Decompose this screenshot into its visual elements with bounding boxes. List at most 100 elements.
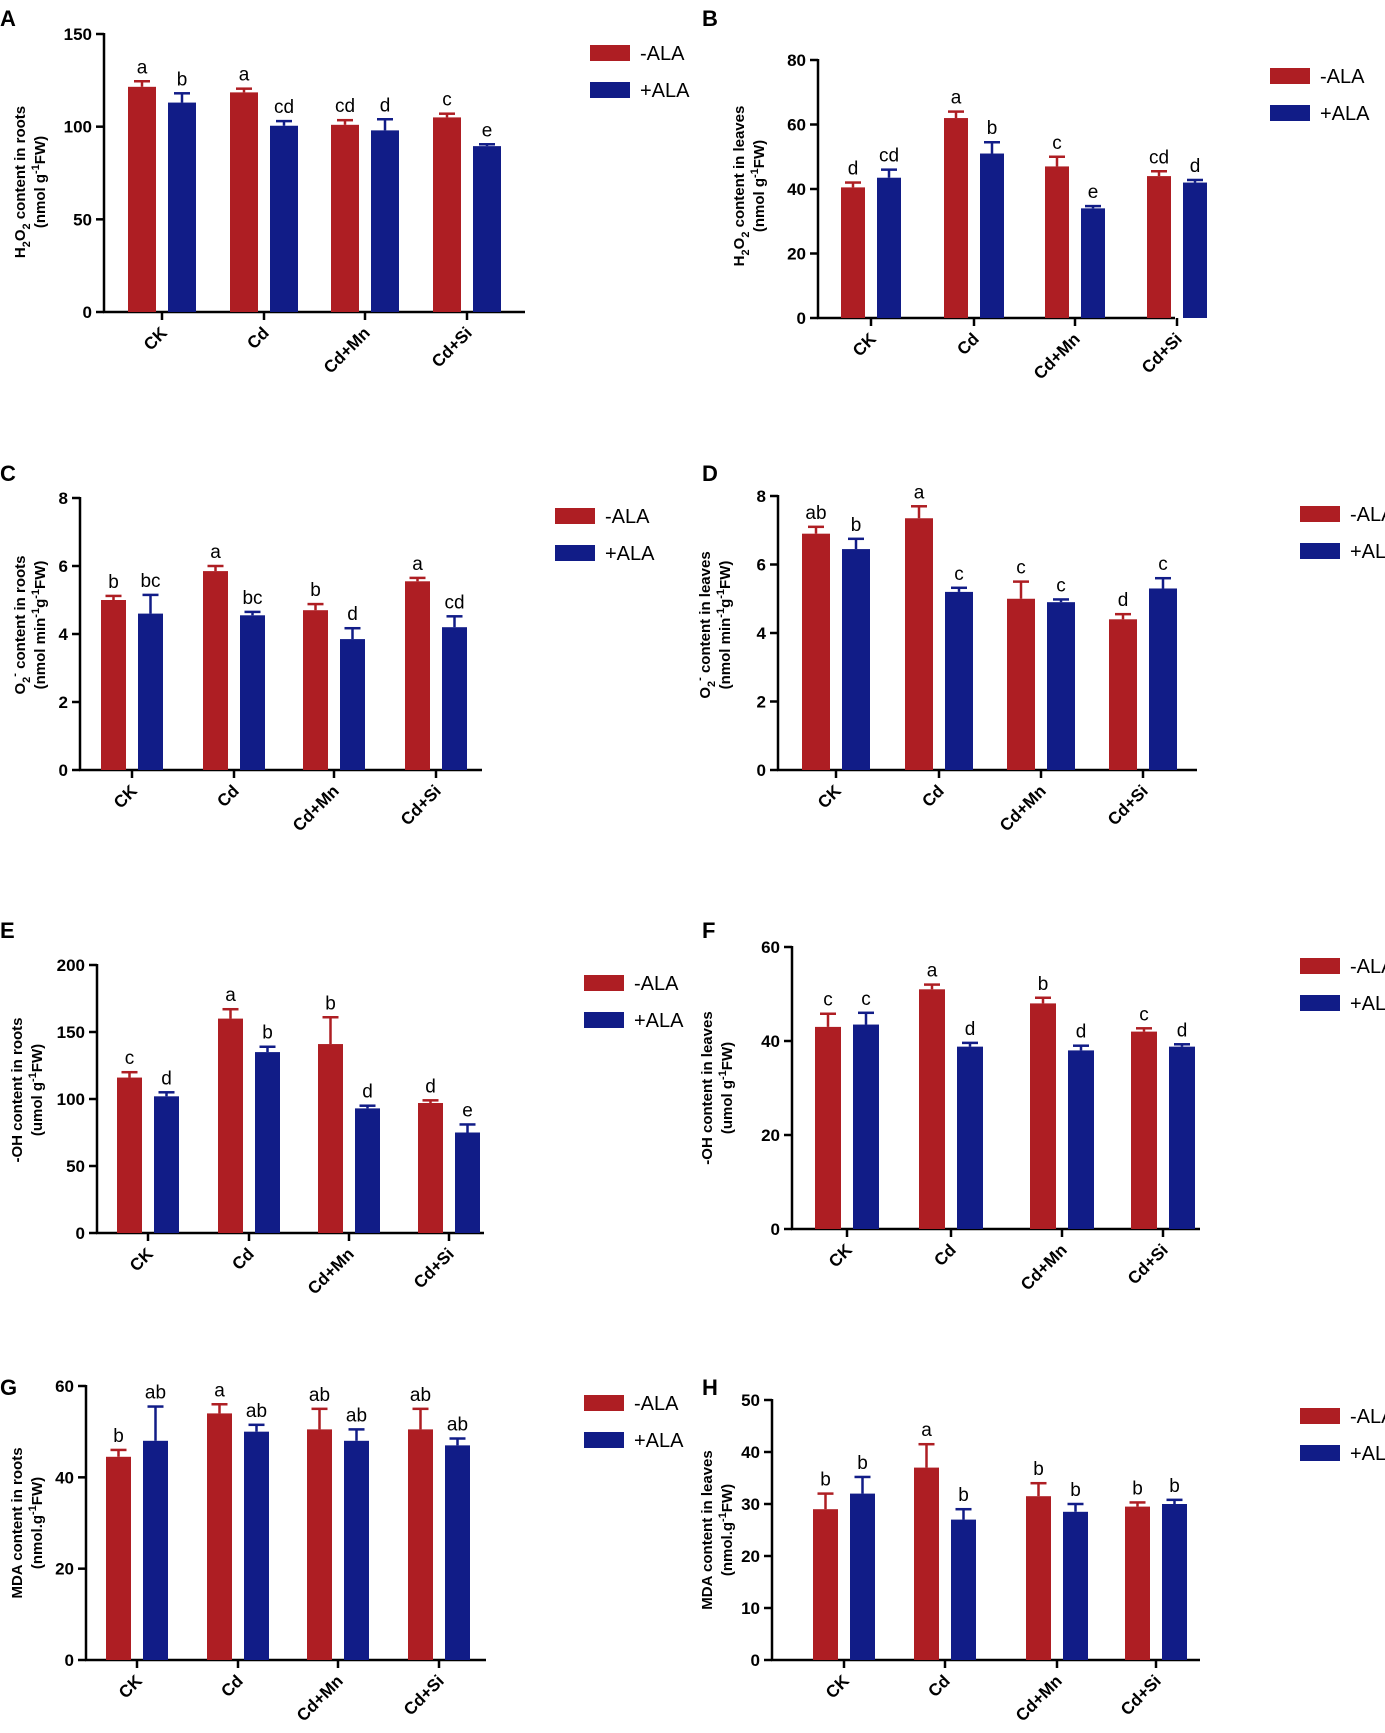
panel-e-significance-letter: c [125, 1048, 135, 1069]
panel-d-significance-letter: b [851, 515, 862, 536]
panel-g-error-bar [248, 1423, 265, 1432]
panel-a-legend-swatch [590, 82, 630, 98]
panel-b-bar [1147, 176, 1171, 318]
panel-f-significance-letter: a [927, 961, 938, 982]
panel-h-ytick-label: 0 [751, 1651, 760, 1670]
panel-d-significance-letter: c [1016, 558, 1026, 579]
panel-c-ytick-label: 4 [59, 625, 69, 644]
panel-g-letter: G [0, 1375, 17, 1400]
panel-a-legend: -ALA +ALA [590, 43, 690, 102]
panel-d-error-bar [1053, 598, 1069, 603]
panel-d-legend-label: -ALA [1350, 504, 1385, 526]
panel-a-error-bar [276, 119, 292, 126]
panel-e-ylabel: -OH content in roots [9, 1018, 26, 1163]
panel-d-bar [802, 533, 830, 770]
panel-g-error-bar [449, 1437, 466, 1446]
panel-e-significance-letter: e [462, 1100, 473, 1121]
panel-h-bar [813, 1509, 838, 1660]
panel-d-significance-letter: c [1158, 554, 1168, 575]
panel-a-legend-label: -ALA [640, 43, 685, 65]
panel-a-ytick-label: 0 [83, 303, 92, 322]
panel-b-category-label: Cd+Si [1138, 329, 1186, 377]
panel-f-category-label: Cd+Mn [1017, 1240, 1071, 1294]
panel-h-ytick-label: 30 [741, 1495, 760, 1514]
panel-d-significance-letter: ab [805, 503, 826, 524]
panel-g-significance-letter: ab [145, 1383, 166, 1404]
panel-c-legend: -ALA +ALA [555, 506, 655, 565]
panel-b: B 0 20 40 60 80 d a c cd cd b e d CK Cd Cd+Mn Cd+Si H2O2 c… [702, 6, 1370, 383]
panel-g-legend-swatch [584, 1432, 624, 1448]
panel-f-bar [1068, 1050, 1094, 1229]
panel-b-category-label: CK [849, 329, 880, 360]
panel-e-legend: -ALA +ALA [584, 973, 684, 1032]
panel-e-error-bar [359, 1104, 376, 1109]
panel-d-error-bar [848, 537, 864, 550]
panel-b-ytick-label: 20 [787, 245, 806, 264]
panel-f-bar [853, 1024, 879, 1229]
panel-e-bar [154, 1096, 179, 1233]
panel-h-legend: -ALA +ALA [1300, 1406, 1385, 1465]
panel-c-category-label: Cd [213, 781, 242, 810]
panel-g-bar [244, 1431, 269, 1660]
panel-g-bar [307, 1429, 332, 1660]
panel-b-significance-letter: d [848, 159, 859, 180]
panel-c-significance-letter: a [210, 542, 221, 563]
panel-a-bar [128, 86, 156, 312]
panel-a-bar [433, 117, 461, 313]
panel-f-error-bar [924, 983, 940, 990]
panel-e-category-label: Cd+Mn [304, 1244, 358, 1298]
panel-g-ytick-label: 0 [65, 1651, 74, 1670]
panel-g-bar [344, 1440, 369, 1660]
panel-b-yunit: (nmol g-1FW) [749, 140, 768, 232]
panel-f-ytick-label: 60 [761, 938, 780, 957]
panel-h-significance-letter: b [857, 1453, 868, 1474]
panel-c-error-bar [307, 602, 324, 611]
panel-h-error-bar [1067, 1502, 1084, 1512]
panel-h-error-bar [1030, 1481, 1047, 1497]
panel-g-error-bar [412, 1407, 429, 1430]
panel-b-legend: -ALA +ALA [1270, 66, 1370, 125]
panel-b-bar [980, 153, 1004, 318]
panel-g-legend-swatch [584, 1395, 624, 1411]
panel-b-significance-letter: d [1190, 156, 1201, 177]
panel-g-bar [445, 1445, 470, 1660]
panel-c-significance-letter: bc [242, 588, 262, 609]
panel-f-ytick-label: 40 [761, 1032, 780, 1051]
panel-c-bar [203, 571, 228, 770]
panel-h-bar [1162, 1504, 1187, 1660]
panel-h-bar [1026, 1496, 1051, 1660]
panel-a-error-bar [337, 118, 353, 125]
panel-e-significance-letter: b [325, 993, 336, 1014]
panel-g-significance-letter: ab [447, 1415, 468, 1436]
panel-a-bar [168, 102, 196, 312]
panel-e-error-bar [222, 1007, 239, 1019]
panel-f-legend-swatch [1300, 958, 1340, 974]
panel-h-significance-letter: b [820, 1470, 831, 1491]
panel-f-bar [1169, 1046, 1195, 1229]
panel-e-significance-letter: a [225, 985, 236, 1006]
panel-g-ylabel: MDA content in roots [9, 1447, 26, 1598]
panel-b-bar [1081, 208, 1105, 318]
panel-a-significance-letter: d [380, 95, 391, 116]
panel-f-error-bar [1073, 1044, 1089, 1051]
panel-c-yunit: (nmol min-1g-1FW) [30, 561, 49, 690]
panel-h-legend-label: +ALA [1350, 1443, 1385, 1465]
panel-g-ytick-label: 40 [55, 1468, 74, 1487]
panel-d-ytick-label: 2 [757, 693, 766, 712]
panel-f-error-bar [820, 1012, 836, 1027]
panel-d-ytick-label: 8 [757, 487, 766, 506]
panel-c-bar [303, 610, 328, 770]
panel-b-significance-letter: e [1088, 182, 1099, 203]
panel-e-bar [418, 1103, 443, 1233]
panel-g-yunit: (nmol.g-1FW) [27, 1477, 46, 1569]
panel-c-legend-label: -ALA [605, 506, 650, 528]
panel-d-bar [1109, 619, 1137, 770]
panel-f-bar [1030, 1003, 1056, 1229]
panel-a-ytick-label: 150 [64, 25, 92, 44]
panel-b-letter: B [702, 6, 718, 31]
panel-a: A 0 50 100 150 a a cd c b cd d e CK Cd Cd+Mn Cd+Si H2O2 c… [0, 6, 690, 377]
panel-c-ytick-label: 8 [59, 489, 68, 508]
panel-h-error-bar [955, 1507, 972, 1520]
panel-a-significance-letter: a [137, 57, 148, 78]
